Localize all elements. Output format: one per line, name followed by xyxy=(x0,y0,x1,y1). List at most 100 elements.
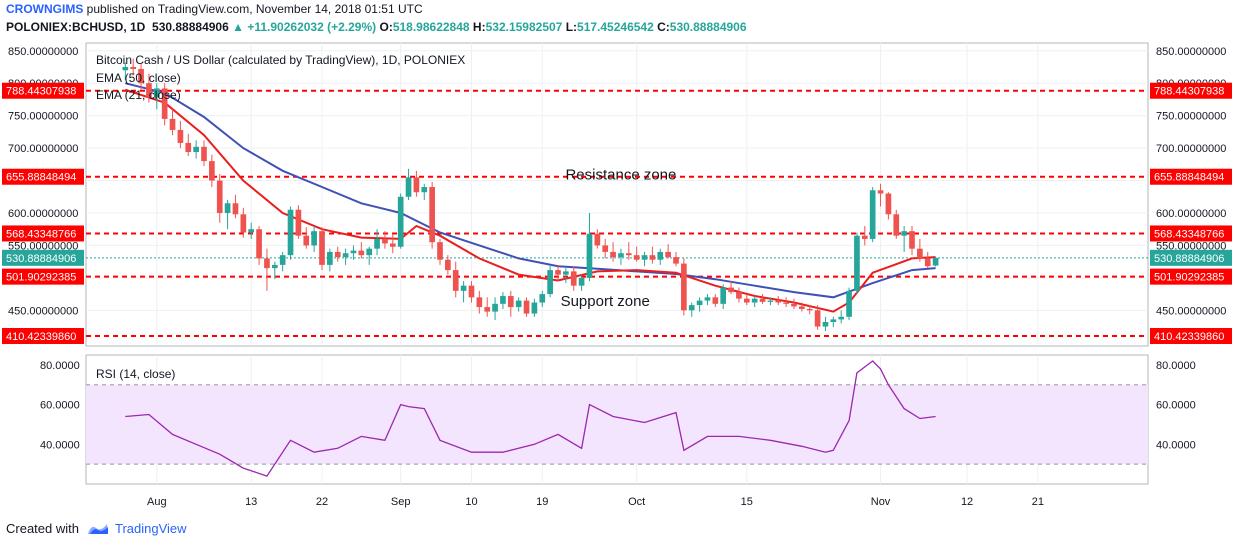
candle-body xyxy=(822,321,829,327)
candle-body xyxy=(311,231,317,246)
price-change: +11.90262032 (+2.29%) xyxy=(247,20,377,34)
candle-body xyxy=(657,251,664,260)
level-tag-right xyxy=(1150,168,1232,185)
rsi-tick-label-right: 80.0000 xyxy=(1156,360,1196,372)
candle-body xyxy=(319,231,325,265)
candle-body xyxy=(209,161,215,181)
rsi-tick-label-left: 80.0000 xyxy=(40,360,80,372)
candle-body xyxy=(570,271,577,286)
candle-body xyxy=(122,67,129,71)
candle-body xyxy=(374,238,380,249)
level-label-right: 655.88848494 xyxy=(1154,172,1224,184)
symbol-line: POLONIEX:BCHUSD, 1D 530.88884906 ▲ +11.9… xyxy=(6,20,747,34)
x-tick-label: 13 xyxy=(245,496,257,508)
candle-body xyxy=(350,250,357,254)
candle-body xyxy=(885,193,892,215)
level-label-right: 568.43348766 xyxy=(1154,228,1224,240)
level-label-right: 788.44307938 xyxy=(1154,86,1224,98)
candle-body xyxy=(901,231,907,236)
candle-body xyxy=(327,251,333,265)
candle-body xyxy=(295,209,302,236)
change-arrow-icon: ▲ xyxy=(232,20,245,34)
high-value: 532.15982507 xyxy=(485,20,563,34)
candle-body xyxy=(917,248,923,259)
close-value: 530.88884906 xyxy=(669,20,747,34)
symbol: POLONIEX:BCHUSD, 1D xyxy=(6,20,146,34)
candle-body xyxy=(704,297,711,301)
level-tag-right xyxy=(1150,268,1232,285)
candle-body xyxy=(909,231,915,249)
y-tick-label-left: 600.00000000 xyxy=(8,208,78,220)
candle-body xyxy=(169,118,176,130)
ema-50-line xyxy=(125,82,936,299)
candle-body xyxy=(665,251,671,258)
x-tick-label: 21 xyxy=(1032,496,1044,508)
x-tick-label: Oct xyxy=(628,496,645,508)
candle-body xyxy=(232,203,239,215)
candle-body xyxy=(633,255,640,260)
last-price: 530.88884906 xyxy=(152,20,229,34)
candle-body xyxy=(759,298,766,302)
candle-body xyxy=(279,255,286,265)
tradingview-logo-icon xyxy=(87,523,108,534)
y-tick-label-right: 550.00000000 xyxy=(1156,240,1226,252)
candle-body xyxy=(437,242,443,260)
candle-body xyxy=(578,277,585,286)
chart-title: Bitcoin Cash / US Dollar (calculated by … xyxy=(96,53,465,67)
candle-body xyxy=(743,298,750,303)
candle-body xyxy=(389,243,396,247)
candle-body xyxy=(681,263,687,311)
low-label: L: xyxy=(565,20,578,34)
legend-ema-21: EMA (21, close) xyxy=(96,88,181,102)
candle-body xyxy=(366,248,373,256)
resistance-zone-label: Resistance zone xyxy=(565,166,676,183)
level-tag-left xyxy=(2,225,84,242)
level-tag-left xyxy=(2,168,84,185)
legend-ema-50: EMA (50, close) xyxy=(96,71,181,85)
candle-body xyxy=(500,296,506,304)
x-tick-label: 19 xyxy=(536,496,548,508)
current-price-label-left: 530.88884906 xyxy=(6,253,76,265)
candle-body xyxy=(358,250,365,256)
candle-body xyxy=(421,187,428,193)
candle-body xyxy=(334,251,341,258)
candle-body xyxy=(586,233,593,278)
candle-body xyxy=(838,316,845,320)
candle-body xyxy=(932,257,939,266)
current-price-label-right: 530.88884906 xyxy=(1154,253,1224,265)
candle-body xyxy=(767,300,774,302)
candle-body xyxy=(594,233,601,246)
rsi-tick-label-right: 60.0000 xyxy=(1156,400,1196,412)
current-price-tag-left xyxy=(2,249,84,266)
candle-body xyxy=(507,296,514,308)
level-tag-left xyxy=(2,82,84,99)
candle-body xyxy=(523,300,530,314)
candle-body xyxy=(877,190,884,194)
candle-body xyxy=(492,303,498,312)
level-tag-right xyxy=(1150,82,1232,99)
candle-body xyxy=(610,251,616,258)
y-tick-label-left: 550.00000000 xyxy=(8,240,78,252)
publisher-line: CROWNGIMS published on TradingView.com, … xyxy=(6,2,423,16)
candle-body xyxy=(736,292,742,299)
y-tick-label-right: 850.00000000 xyxy=(1156,46,1226,58)
y-tick-label-left: 700.00000000 xyxy=(8,143,78,155)
author-name[interactable]: CROWNGIMS xyxy=(6,2,84,16)
low-value: 517.45246542 xyxy=(577,20,654,34)
candle-body xyxy=(720,287,727,304)
level-label-left: 788.44307938 xyxy=(6,86,76,98)
level-label-right: 410.42339860 xyxy=(1154,331,1224,343)
rsi-line xyxy=(125,360,936,477)
level-label-left: 410.42339860 xyxy=(6,331,76,343)
rsi-title: RSI (14, close) xyxy=(96,367,175,381)
candle-body xyxy=(248,229,255,233)
level-label-left: 501.90292385 xyxy=(6,272,76,284)
candle-body xyxy=(673,257,679,264)
y-tick-label-left: 750.00000000 xyxy=(8,111,78,123)
candle-body xyxy=(830,319,837,322)
tradingview-link[interactable]: TradingView xyxy=(114,521,187,536)
candle-body xyxy=(555,270,561,275)
y-tick-label-right: 750.00000000 xyxy=(1156,111,1226,123)
level-tag-right xyxy=(1150,225,1232,242)
